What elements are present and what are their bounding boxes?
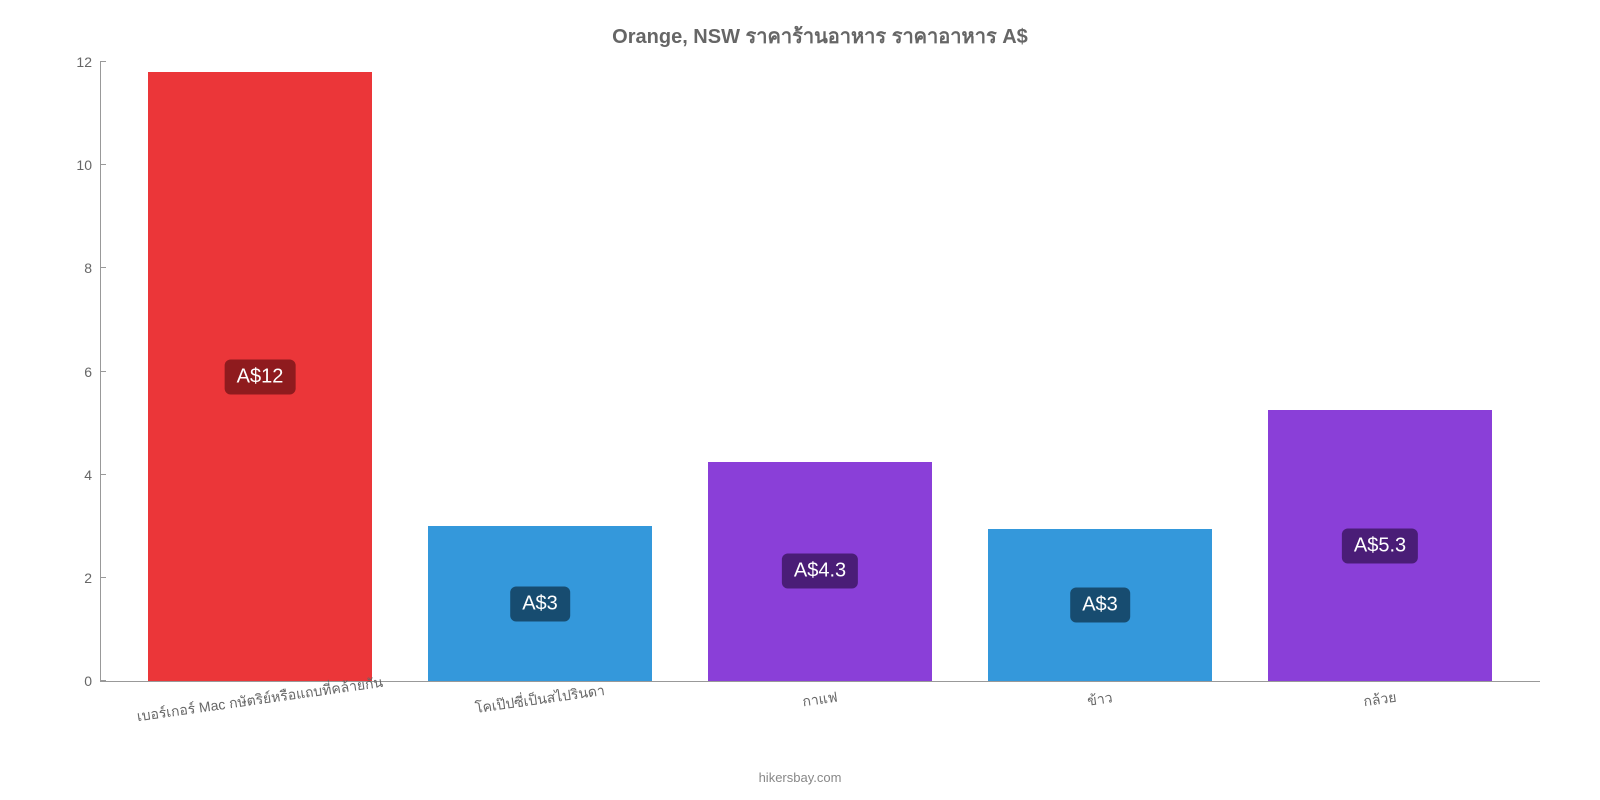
y-tick-mark (100, 474, 106, 475)
y-tick-label: 0 (62, 673, 92, 689)
bar: A$12 (148, 72, 372, 681)
x-axis-label: กาแฟ (801, 687, 839, 714)
y-tick-mark (100, 680, 106, 681)
bar-wrap: A$3 (960, 62, 1240, 681)
y-tick-mark (100, 371, 106, 372)
chart-title: Orange, NSW ราคาร้านอาหาร ราคาอาหาร A$ (100, 20, 1540, 52)
y-tick-mark (100, 61, 106, 62)
bar-wrap: A$4.3 (680, 62, 960, 681)
bar-value-label: A$5.3 (1342, 528, 1418, 563)
x-label-wrap: โคเป๊ปซี่เป็นสไปรินดา (400, 681, 680, 741)
x-label-wrap: กล้วย (1240, 681, 1520, 741)
bars-group: A$12 A$3 A$4.3 A$3 A$5.3 (100, 62, 1540, 681)
plot-area: 024681012 A$12A$3A$4.3A$3A$5.3 เบอร์เกอร… (100, 62, 1540, 682)
x-axis-label: ข้าว (1086, 687, 1114, 712)
y-tick-label: 10 (62, 157, 92, 173)
bar-value-label: A$12 (225, 359, 296, 394)
x-axis-label: เบอร์เกอร์ Mac กษัตริย์หรือแถบที่คล้ายกั… (135, 672, 384, 728)
y-tick-label: 4 (62, 467, 92, 483)
bar-wrap: A$3 (400, 62, 680, 681)
bar-value-label: A$3 (1070, 587, 1130, 622)
bar-value-label: A$4.3 (782, 554, 858, 589)
chart-container: Orange, NSW ราคาร้านอาหาร ราคาอาหาร A$ 0… (0, 0, 1600, 800)
y-tick-label: 6 (62, 364, 92, 380)
bar: A$3 (428, 526, 652, 681)
y-axis: 024681012 (60, 62, 100, 681)
x-axis-labels: เบอร์เกอร์ Mac กษัตริย์หรือแถบที่คล้ายกั… (100, 681, 1540, 741)
chart-footer: hikersbay.com (759, 770, 842, 785)
y-tick-mark (100, 267, 106, 268)
x-axis-label: กล้วย (1362, 687, 1398, 713)
y-tick-label: 12 (62, 54, 92, 70)
bar-wrap: A$12 (120, 62, 400, 681)
y-tick-label: 8 (62, 260, 92, 276)
x-label-wrap: กาแฟ (680, 681, 960, 741)
y-tick-mark (100, 577, 106, 578)
bar-wrap: A$5.3 (1240, 62, 1520, 681)
x-label-wrap: เบอร์เกอร์ Mac กษัตริย์หรือแถบที่คล้ายกั… (120, 681, 400, 741)
bar: A$3 (988, 529, 1212, 681)
y-tick-mark (100, 164, 106, 165)
x-label-wrap: ข้าว (960, 681, 1240, 741)
y-tick-label: 2 (62, 570, 92, 586)
bar: A$4.3 (708, 462, 932, 681)
x-axis-label: โคเป๊ปซี่เป็นสไปรินดา (474, 680, 606, 720)
bar-value-label: A$3 (510, 586, 570, 621)
bar: A$5.3 (1268, 410, 1492, 681)
